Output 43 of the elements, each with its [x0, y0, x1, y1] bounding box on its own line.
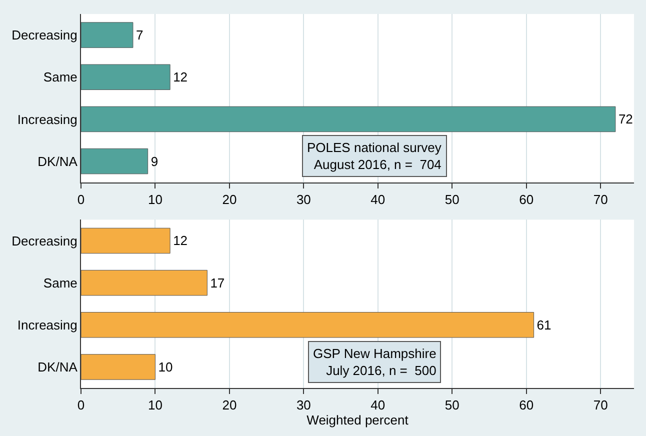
bar — [81, 64, 170, 90]
y-tick-label: DK/NA — [38, 154, 78, 169]
annotation: POLES national survey August 2016, n = 704 — [307, 140, 442, 172]
y-tick-label: DK/NA — [38, 360, 78, 375]
x-tick-label: 60 — [519, 192, 534, 207]
bar — [81, 148, 148, 174]
x-tick-label: 0 — [77, 398, 85, 413]
bar — [81, 22, 134, 48]
x-tick-label: 60 — [519, 398, 534, 413]
y-tick-label: Same — [43, 275, 78, 290]
x-tick-label: 30 — [296, 398, 311, 413]
bar — [81, 106, 616, 132]
bar — [81, 312, 534, 338]
x-tick-label: 50 — [444, 192, 460, 207]
y-tick-label: Increasing — [17, 112, 78, 127]
x-tick-label: 20 — [222, 398, 237, 413]
data-label: 61 — [536, 317, 552, 332]
y-tick-label: Decreasing — [12, 28, 78, 43]
x-tick-label: 40 — [370, 192, 386, 207]
data-label: 72 — [618, 112, 633, 127]
x-tick-label: 50 — [444, 398, 460, 413]
x-tick-label: 10 — [148, 398, 162, 413]
x-axis-title: Weighted percent — [306, 412, 409, 428]
data-label: 10 — [158, 359, 173, 374]
data-label: 17 — [210, 275, 225, 290]
data-label: 9 — [150, 154, 158, 169]
bar — [81, 228, 170, 254]
x-tick-label: 70 — [593, 192, 608, 207]
x-tick-label: 0 — [77, 192, 85, 207]
bar — [81, 354, 156, 380]
bar — [81, 270, 208, 296]
data-label: 12 — [173, 70, 188, 85]
x-tick-label: 40 — [370, 398, 386, 413]
annotation: GSP New Hampshire July 2016, n = 500 — [313, 346, 436, 378]
y-tick-label: Increasing — [17, 317, 78, 332]
data-label: 7 — [136, 28, 144, 43]
x-tick-label: 20 — [222, 192, 237, 207]
x-tick-label: 70 — [593, 398, 608, 413]
x-tick-label: 30 — [296, 192, 311, 207]
data-label: 12 — [173, 233, 188, 248]
y-tick-label: Same — [43, 70, 78, 85]
y-tick-label: Decreasing — [12, 233, 78, 248]
x-tick-label: 10 — [148, 192, 162, 207]
